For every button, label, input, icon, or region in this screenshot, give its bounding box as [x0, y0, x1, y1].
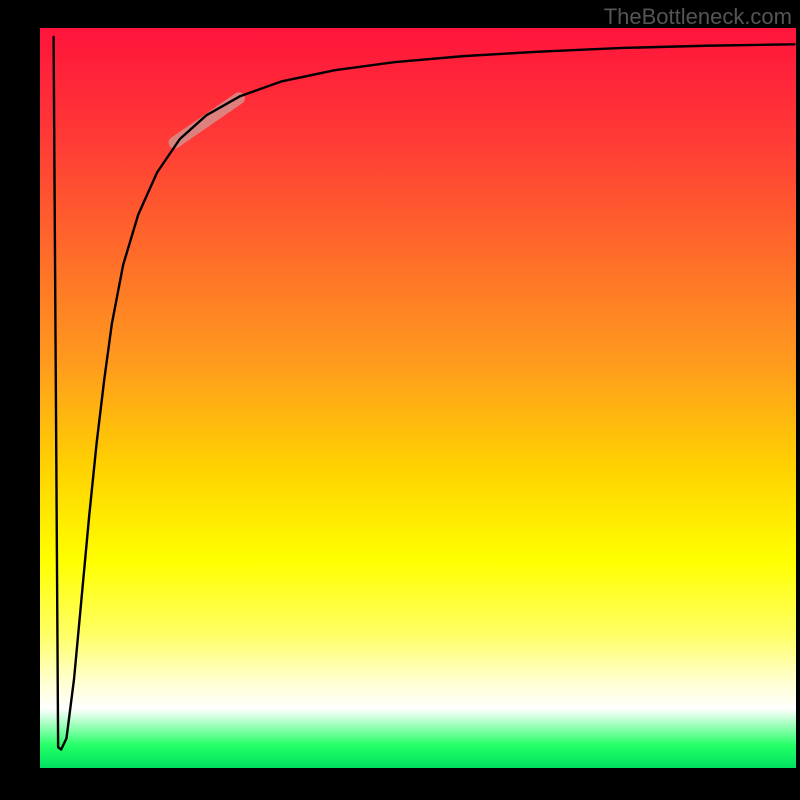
plot-area — [40, 28, 796, 768]
chart-container: TheBottleneck.com — [0, 0, 800, 800]
gradient-plot-svg — [40, 28, 796, 768]
